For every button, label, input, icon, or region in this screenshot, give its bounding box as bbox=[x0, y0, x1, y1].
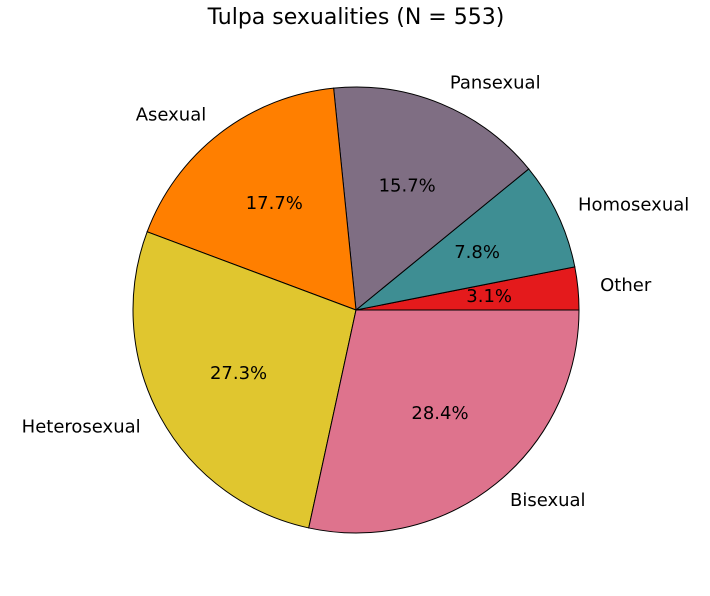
value-label: 27.3% bbox=[210, 363, 267, 384]
value-label: 15.7% bbox=[379, 175, 436, 196]
pie-slice bbox=[146, 87, 357, 311]
slice-label: Pansexual bbox=[450, 72, 541, 93]
pie-slice bbox=[132, 231, 357, 529]
slice-label: Homosexual bbox=[578, 195, 689, 216]
pie-slice bbox=[308, 309, 580, 534]
value-label: 7.8% bbox=[454, 242, 500, 263]
chart-title: Tulpa sexualities (N = 553) bbox=[207, 5, 505, 30]
slice-label: Asexual bbox=[136, 105, 207, 126]
slice-label: Heterosexual bbox=[22, 416, 141, 437]
slice-label: Other bbox=[600, 275, 652, 296]
pie-slice bbox=[333, 86, 530, 311]
value-label: 3.1% bbox=[466, 286, 512, 307]
value-label: 17.7% bbox=[246, 193, 303, 214]
pie-slice bbox=[355, 168, 576, 311]
value-label: 28.4% bbox=[411, 403, 468, 424]
slice-label: Bisexual bbox=[510, 490, 586, 511]
